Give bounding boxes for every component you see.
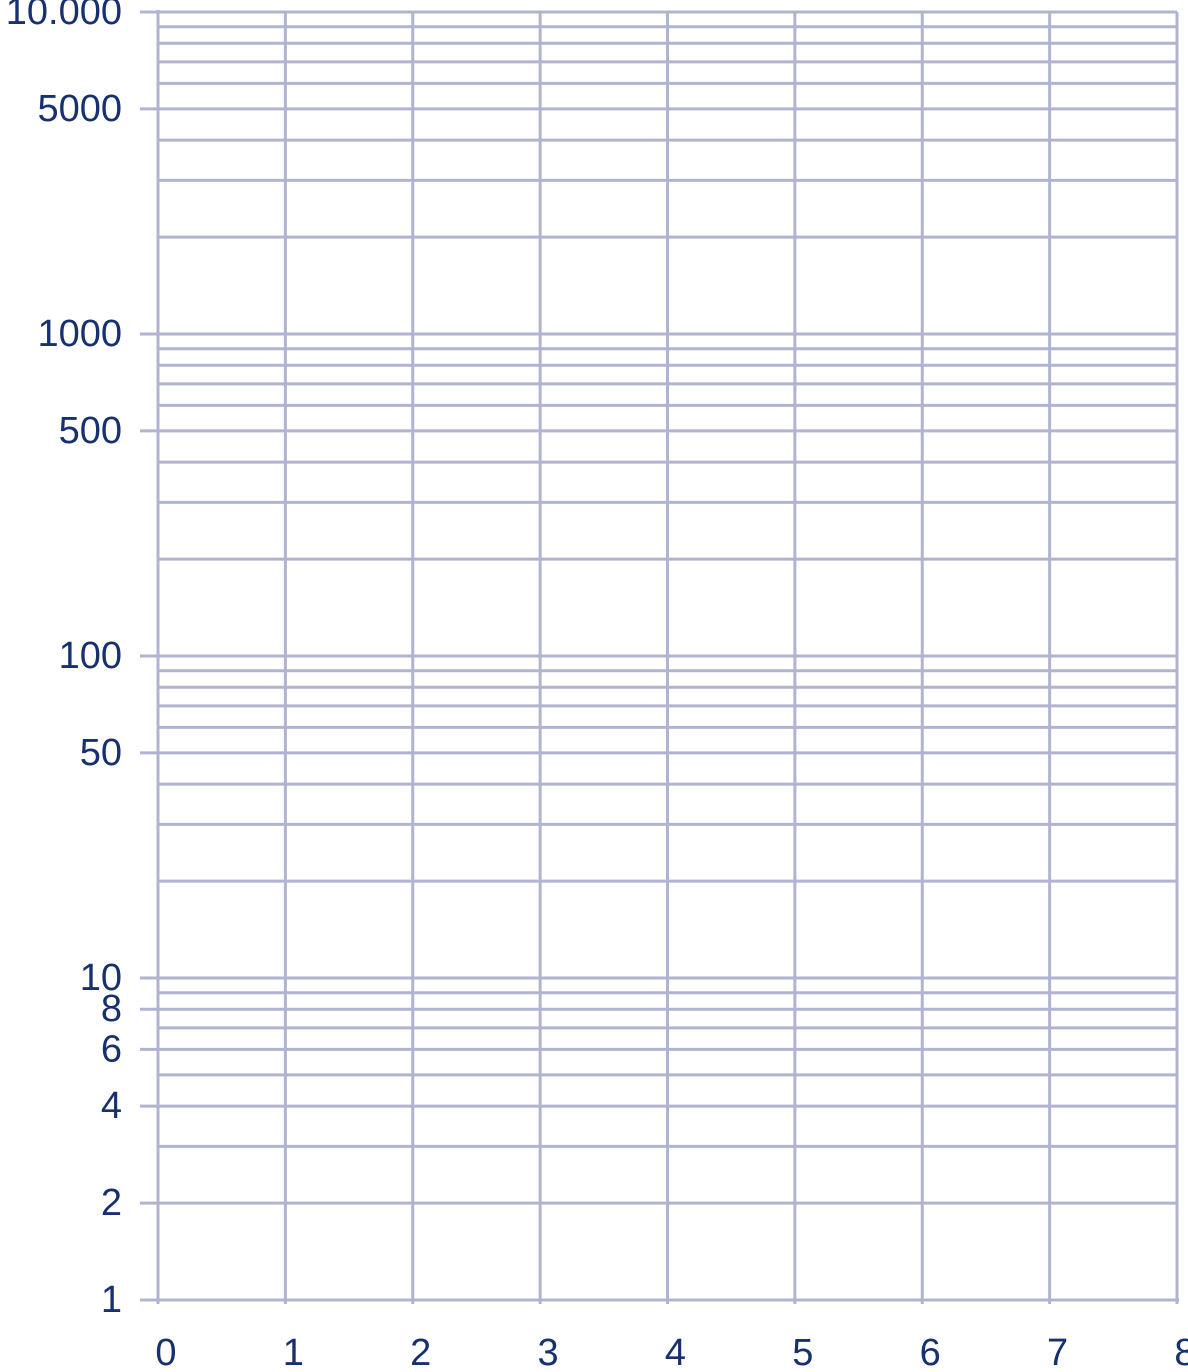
x-tick-label: 6 bbox=[920, 1332, 941, 1372]
y-tick-label: 1000 bbox=[37, 313, 122, 355]
x-tick-label: 8 bbox=[1174, 1332, 1188, 1372]
y-tick-label: 500 bbox=[59, 410, 122, 452]
y-tick-label: 4 bbox=[101, 1085, 122, 1127]
y-tick-label: 50 bbox=[80, 732, 122, 774]
y-tick-label: 10 bbox=[80, 957, 122, 999]
y-tick-label: 8 bbox=[101, 988, 122, 1030]
y-tick-label: 6 bbox=[101, 1028, 122, 1070]
y-tick-label: 5000 bbox=[37, 88, 122, 130]
x-tick-label: 2 bbox=[410, 1332, 431, 1372]
y-tick-label: 2 bbox=[101, 1182, 122, 1224]
x-tick-label: 3 bbox=[538, 1332, 559, 1372]
y-tick-label: 1 bbox=[101, 1279, 122, 1321]
y-tick-label: 10.000 bbox=[6, 0, 122, 33]
x-tick-label: 4 bbox=[665, 1332, 686, 1372]
x-tick-label: 1 bbox=[283, 1332, 304, 1372]
x-tick-label: 7 bbox=[1047, 1332, 1068, 1372]
y-tick-label: 100 bbox=[59, 635, 122, 677]
x-tick-label: 0 bbox=[155, 1332, 176, 1372]
x-tick-label: 5 bbox=[792, 1332, 813, 1372]
